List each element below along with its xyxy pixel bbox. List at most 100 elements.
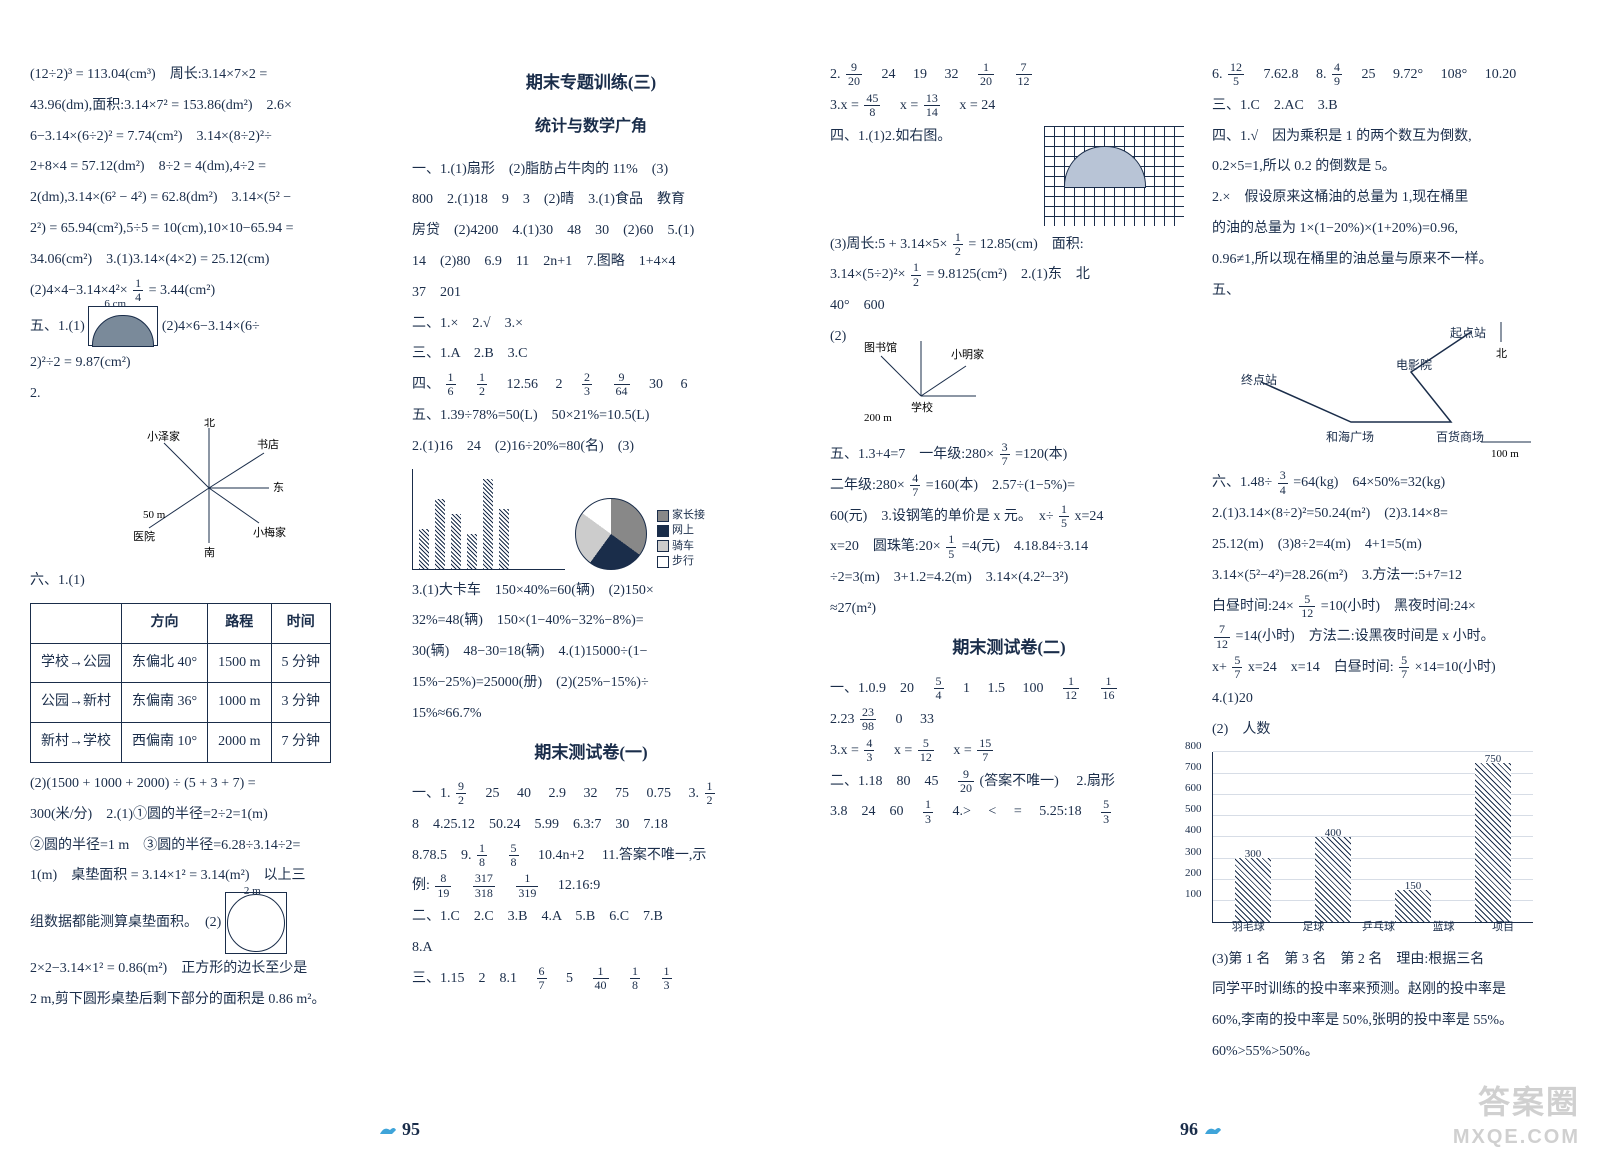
bar-chart-small <box>412 469 565 570</box>
page-96: 2. 920 24 19 32 120 712 3.x = 458 x = 13… <box>800 0 1600 1100</box>
t: 32 <box>945 67 959 82</box>
dim-label: 2 m <box>244 879 261 903</box>
text: 60%>55%>50%。 <box>1212 1037 1570 1068</box>
direction-table: 方向 路程 时间 学校→公园东偏北 40°1500 m5 分钟 公园→新村东偏南… <box>30 603 331 763</box>
compass-diagram-1: 北 小泽家 书店 东 小梅家 南 医院 50 m <box>129 418 289 558</box>
t: = 9.8125(cm²) 2.(1)东 北 <box>927 267 1090 282</box>
fraction: 18 <box>477 842 487 869</box>
text: 2.(1)3.14×(8÷2)²=50.24(m²) (2)3.14×8= <box>1212 499 1570 530</box>
text: 的油的总量为 1×(1−20%)×(1+20%)=0.96, <box>1212 214 1570 245</box>
text: 4.(1)20 <box>1212 684 1570 715</box>
text: 五、 <box>1212 276 1570 307</box>
t: 例: <box>412 878 430 893</box>
fraction: 1314 <box>924 92 940 119</box>
x-label: 足球 <box>1302 915 1324 939</box>
text: 二、1.× 2.√ 3.× <box>412 309 770 340</box>
t: 4.> <box>953 804 971 819</box>
t: 6. <box>1212 67 1223 82</box>
page-number: 96 <box>1180 1119 1223 1140</box>
svg-text:100 m: 100 m <box>1491 448 1519 460</box>
text: 2.(1)16 24 (2)16÷20%=80(名) (3) <box>412 432 770 463</box>
text: 3.8 24 60 13 4.> < = 5.25:18 53 <box>830 797 1188 828</box>
text: 2.23 2398 0 33 <box>830 705 1188 736</box>
svg-text:学校: 学校 <box>911 400 933 414</box>
legend-item: 家长接 <box>672 508 705 523</box>
fraction-1-2: 12 <box>953 231 963 258</box>
td: 1500 m <box>208 643 271 683</box>
text: 2×2−3.14×1² = 0.86(m²) 正方形的边长至少是 <box>30 954 388 985</box>
t: 5.25:18 <box>1039 804 1081 819</box>
svg-text:小明家: 小明家 <box>951 347 984 361</box>
text: 六、1.(1) <box>30 566 388 597</box>
text: 三、1.A 2.B 3.C <box>412 339 770 370</box>
section-title: 期末测试卷(二) <box>830 629 1188 666</box>
t: 9.72° <box>1393 67 1423 82</box>
text: 37 201 <box>412 278 770 309</box>
fraction: 67 <box>537 965 547 992</box>
t: = 3.44(cm²) <box>149 283 216 298</box>
t: < <box>988 804 996 819</box>
t: 五、1.(1) <box>30 320 85 335</box>
grid-semicircle-figure <box>1044 126 1184 226</box>
text: (3)第 1 名 第 3 名 第 2 名 理由:根据三名 <box>1212 945 1570 976</box>
text: x+ 57 x=24 x=14 白昼时间: 57 ×14=10(小时) <box>1212 653 1570 684</box>
text: 6. 125 7.62.8 8. 49 25 9.72° 108° 10.20 <box>1212 60 1570 91</box>
page-num-text: 95 <box>402 1119 420 1139</box>
circle-in-square-figure: 2 m <box>225 892 287 954</box>
t: 二年级:280× <box>830 478 905 493</box>
svg-text:书店: 书店 <box>257 437 279 451</box>
text: 0.2×5=1,所以 0.2 的倒数是 5。 <box>1212 152 1570 183</box>
t: 一、1. <box>412 786 451 801</box>
t: =160(本) 2.57÷(1−5%)= <box>926 478 1075 493</box>
t: 六、1.48÷ <box>1212 475 1272 490</box>
th: 方向 <box>122 603 208 643</box>
t: x+ <box>1212 660 1227 675</box>
fraction: 12 <box>705 780 715 807</box>
svg-text:图书馆: 图书馆 <box>864 340 897 354</box>
text: 2(dm),3.14×(6² − 4²) = 62.8(dm²) 3.14×(5… <box>30 183 388 214</box>
t: 0.75 <box>647 786 672 801</box>
td: 学校→公园 <box>31 643 122 683</box>
x-label: 篮球 <box>1433 915 1455 939</box>
text: 组数据都能测算桌垫面积。 (2) 2 m <box>30 892 388 954</box>
t: 5 <box>566 971 573 986</box>
t: (2)4×6−3.14×(6÷ <box>162 320 260 335</box>
legend-item: 步行 <box>672 554 694 569</box>
t: 2.扇形 <box>1076 774 1115 789</box>
t: 3.x = <box>830 743 862 758</box>
text: 二、1.18 80 45 920 (答案不唯一) 2.扇形 <box>830 767 1188 798</box>
fraction: 43 <box>864 737 874 764</box>
map-label: 百货商场 <box>1436 424 1484 450</box>
bar-value: 400 <box>1315 821 1351 845</box>
text: 二年级:280× 47 =160(本) 2.57÷(1−5%)= <box>830 471 1188 502</box>
fraction-3-4: 34 <box>1278 469 1288 496</box>
td: 西偏南 10° <box>122 723 208 763</box>
fraction: 920 <box>958 768 974 795</box>
svg-text:小梅家: 小梅家 <box>253 525 286 539</box>
fraction: 2398 <box>860 706 876 733</box>
text: 五、1.3+4=7 一年级:280× 37 =120(本) <box>830 440 1188 471</box>
page-num-text: 96 <box>1180 1119 1198 1139</box>
t: 1 <box>963 681 970 696</box>
td: 公园→新村 <box>31 683 122 723</box>
text: 2)²÷2 = 9.87(cm²) <box>30 348 388 379</box>
td: 5 分钟 <box>271 643 331 683</box>
t: 三、1.15 2 8.1 <box>412 971 531 986</box>
text: x=20 圆珠笔:20× 15 =4(元) 4.18.84÷3.14 <box>830 532 1188 563</box>
t: 五、1.3+4=7 一年级:280× <box>830 447 994 462</box>
svg-text:北: 北 <box>1496 347 1507 360</box>
text: 一、1. 92 25 40 2.9 32 75 0.75 3. 12 <box>412 779 770 810</box>
pie-chart-small <box>575 498 647 570</box>
text: 四、 16 12 12.56 2 23 964 30 6 <box>412 370 770 401</box>
fraction: 964 <box>614 371 630 398</box>
t: 3.8 24 60 <box>830 804 918 819</box>
text: 三、1.15 2 8.1 67 5 140 18 13 <box>412 964 770 995</box>
fraction: 12 <box>477 371 487 398</box>
bar-value: 150 <box>1395 874 1431 898</box>
fraction: 125 <box>1228 61 1244 88</box>
chart-legend: 家长接 网上 骑车 步行 <box>657 508 705 570</box>
t: 2.9 <box>549 786 567 801</box>
text: 60(元) 3.设钢笔的单价是 x 元。 x÷ 15 x=24 <box>830 502 1188 533</box>
t: x = <box>953 743 971 758</box>
legend-item: 网上 <box>672 523 694 538</box>
